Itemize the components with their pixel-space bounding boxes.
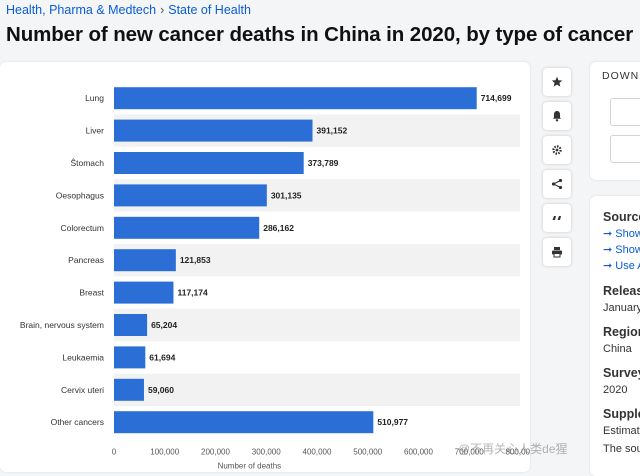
download-option-2[interactable]	[610, 135, 640, 163]
x-tick-label: 100,000	[150, 447, 179, 456]
release-heading: Releas	[603, 284, 640, 298]
arrow-right-icon: ➞	[603, 260, 616, 272]
bar	[114, 119, 313, 142]
supplementary-note: The sou	[603, 443, 640, 455]
bar	[114, 281, 174, 304]
print-icon	[552, 247, 562, 258]
x-tick-label: 800,000	[506, 447, 530, 456]
chart-toolbar	[543, 68, 573, 272]
download-option-1[interactable]	[610, 98, 640, 126]
download-panel: DOWNL	[590, 62, 640, 180]
bar	[114, 184, 267, 207]
arrow-right-icon: ➞	[603, 228, 616, 240]
data-label: 510,977	[377, 417, 408, 427]
x-tick-label: 300,000	[252, 447, 281, 456]
arrow-right-icon: ➞	[603, 244, 616, 256]
notification-button[interactable]	[543, 102, 571, 130]
bar	[114, 249, 176, 272]
row-stripe	[114, 373, 520, 406]
favorite-button[interactable]	[543, 68, 571, 96]
supplementary-value: Estimate	[603, 425, 640, 437]
gear-icon	[552, 145, 562, 155]
category-label: Oesophagus	[56, 190, 104, 200]
source-link-1[interactable]: ➞ Show	[603, 228, 640, 240]
data-label: 59,060	[148, 385, 174, 395]
category-label: Liver	[86, 126, 105, 136]
data-label: 391,152	[317, 126, 348, 136]
cite-button[interactable]	[543, 204, 571, 232]
category-label: Other cancers	[51, 417, 104, 427]
category-label: Breast	[79, 288, 104, 298]
row-stripe	[114, 244, 520, 277]
source-link-3[interactable]: ➞ Use A	[603, 260, 640, 272]
category-label: Brain, nervous system	[20, 320, 104, 330]
bar	[114, 411, 374, 434]
data-label: 121,853	[180, 255, 211, 265]
survey-heading: Survey	[603, 366, 640, 380]
category-label: Lung	[85, 93, 104, 103]
row-stripe	[114, 308, 520, 342]
category-label: Pancreas	[68, 255, 104, 265]
survey-value: 2020	[603, 384, 628, 396]
x-tick-label: 500,000	[353, 447, 382, 456]
breadcrumb: Health, Pharma & Medtech › State of Health	[6, 3, 251, 17]
quote-icon	[552, 216, 561, 220]
x-tick-label: 0	[112, 447, 117, 456]
region-heading: Region	[603, 325, 640, 339]
category-label: Cervix uteri	[61, 385, 104, 395]
bar	[114, 87, 477, 110]
category-label: Leukaemia	[62, 352, 104, 362]
data-label: 301,135	[271, 190, 302, 200]
source-heading: Source	[603, 210, 640, 224]
category-label: Ŝtomach	[70, 158, 104, 168]
star-icon	[551, 76, 563, 87]
page-title: Number of new cancer deaths in China in …	[6, 23, 634, 46]
download-label: DOWNL	[602, 70, 640, 82]
bar	[114, 378, 144, 401]
breadcrumb-separator: ›	[160, 3, 165, 17]
data-label: 373,789	[308, 158, 339, 168]
release-value: January	[603, 302, 640, 314]
chart-card: Lung 714,699 Liver 391,152 Ŝtomach 373,789 Oes…	[0, 62, 530, 472]
bell-icon	[553, 111, 561, 122]
x-axis-title: Number of deaths	[218, 461, 282, 470]
print-button[interactable]	[543, 238, 571, 266]
share-button[interactable]	[543, 170, 571, 198]
breadcrumb-link-state-of-health[interactable]: State of Health	[168, 3, 251, 17]
data-label: 61,694	[149, 352, 175, 362]
data-label: 714,699	[481, 93, 512, 103]
x-tick-label: 600,000	[404, 447, 433, 456]
data-label: 117,174	[177, 288, 208, 298]
share-icon	[551, 178, 563, 190]
statistic-info-panel: Source ➞ Show ➞ Show ➞ Use A Releas Janu…	[590, 196, 640, 476]
x-tick-label: 400,000	[303, 447, 332, 456]
region-value: China	[603, 343, 632, 355]
bar	[114, 346, 146, 369]
bar	[114, 314, 148, 336]
watermark: @不再关心人类de猩	[458, 442, 568, 456]
data-label: 286,162	[263, 223, 294, 233]
x-tick-label: 700,000	[455, 447, 484, 456]
breadcrumb-link-health[interactable]: Health, Pharma & Medtech	[6, 3, 157, 17]
category-label: Colorectum	[61, 223, 104, 233]
bar	[114, 216, 260, 239]
bar-chart: Lung 714,699 Liver 391,152 Ŝtomach 373,789 Oes…	[20, 87, 530, 470]
bar	[114, 152, 304, 174]
settings-button[interactable]	[543, 136, 571, 164]
source-link-2[interactable]: ➞ Show	[603, 244, 640, 256]
data-label: 65,204	[151, 320, 177, 330]
supplementary-heading: Supple	[603, 407, 640, 421]
x-tick-label: 200,000	[201, 447, 230, 456]
